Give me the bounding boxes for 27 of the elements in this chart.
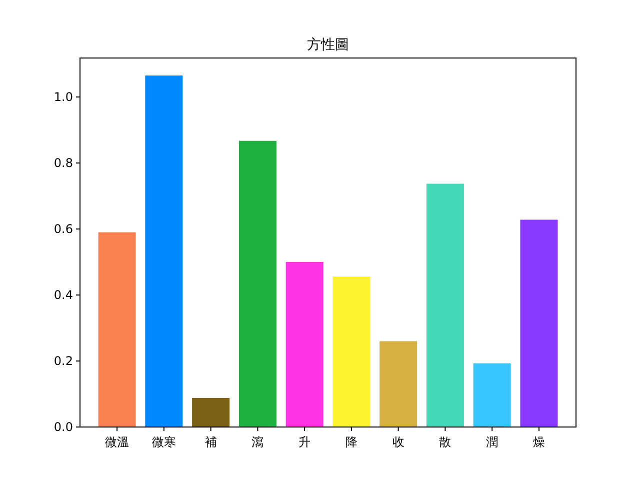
bar	[332, 276, 370, 427]
y-tick-label: 0.8	[54, 156, 73, 170]
x-tick-label: 潤	[486, 435, 498, 449]
bar	[98, 232, 136, 427]
bar	[426, 184, 464, 427]
x-tick-label: 降	[345, 435, 358, 449]
x-tick-label: 升	[298, 435, 311, 449]
x-tick-label: 瀉	[252, 435, 264, 449]
y-tick-label: 1.0	[54, 90, 73, 104]
y-tick-label: 0.4	[54, 288, 73, 302]
x-tick-label: 燥	[532, 435, 545, 449]
bar	[380, 341, 418, 427]
x-tick-label: 微寒	[152, 435, 176, 449]
x-tick-label: 散	[439, 435, 452, 449]
y-tick-label: 0.2	[54, 354, 73, 368]
x-tick-label: 收	[392, 435, 404, 449]
bar	[286, 262, 324, 427]
chart-title: 方性圖	[307, 37, 349, 53]
bar	[520, 220, 558, 427]
x-tick-label: 補	[204, 435, 217, 449]
y-tick-label: 0.6	[54, 222, 73, 236]
bar	[238, 140, 276, 427]
bar	[473, 363, 511, 427]
bar	[145, 75, 183, 427]
x-tick-label: 微溫	[105, 435, 130, 449]
bar	[192, 398, 230, 427]
y-tick-label: 0.0	[54, 420, 73, 434]
